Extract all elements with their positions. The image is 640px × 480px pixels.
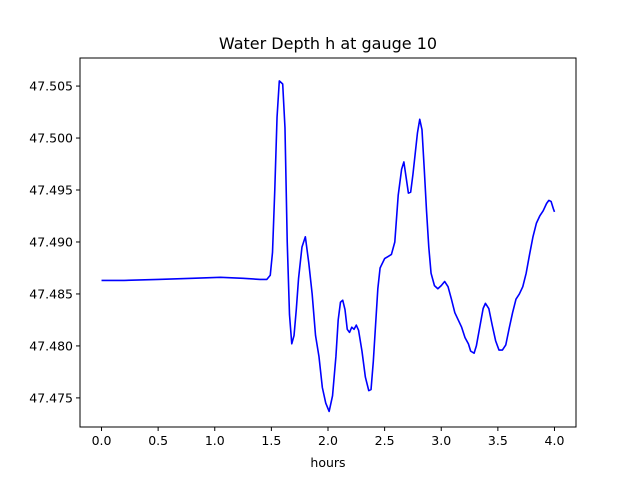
plot-background: [80, 58, 576, 427]
y-tick-label: 47.495: [29, 183, 73, 198]
y-tick-label: 47.505: [29, 79, 73, 94]
series-layer: [101, 80, 556, 413]
y-tick-label: 47.485: [29, 286, 73, 301]
series-line-0: [101, 80, 556, 413]
plot-area: 0.0 0.5 1.0 1.5 2.0 2.5 3.0 3.5 4.0 47.475 47.480 4…: [29, 57, 577, 448]
x-axis-label: hours: [310, 455, 345, 470]
y-tick-label: 47.475: [29, 390, 73, 405]
y-tick-label: 47.500: [29, 131, 73, 146]
ticks-layer: 0.0 0.5 1.0 1.5 2.0 2.5 3.0 3.5 4.0 47.475 47.480 4…: [29, 79, 564, 448]
x-tick-label: 2.0: [318, 433, 338, 448]
x-tick-label: 2.5: [375, 433, 395, 448]
y-tick-label: 47.480: [29, 338, 73, 353]
plot-frame: [79, 57, 577, 428]
y-tick-label: 47.490: [29, 234, 73, 249]
x-tick-label: 1.0: [205, 433, 225, 448]
x-tick-label: 1.5: [261, 433, 281, 448]
x-tick-label: 0.5: [148, 433, 168, 448]
x-tick-label: 4.0: [545, 433, 565, 448]
x-tick-label: 0.0: [92, 433, 112, 448]
x-tick-label: 3.5: [488, 433, 508, 448]
x-tick-label: 3.0: [431, 433, 451, 448]
chart-title: Water Depth h at gauge 10: [219, 34, 437, 53]
